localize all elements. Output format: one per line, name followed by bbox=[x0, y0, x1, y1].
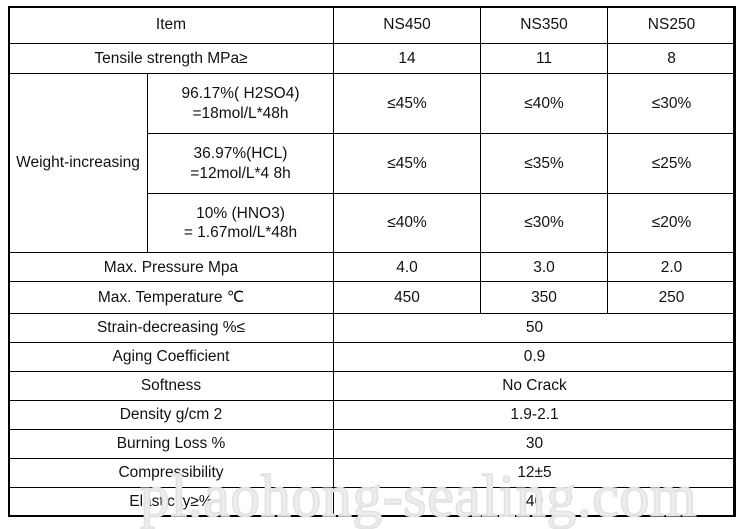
cell-hno3-ns250: ≤20% bbox=[607, 193, 736, 254]
table-row-max-temperature: Max. Temperature ℃ 450 350 250 bbox=[8, 281, 736, 314]
cell-hcl-ns450: ≤45% bbox=[333, 133, 481, 195]
cell-max-pressure-ns250: 2.0 bbox=[607, 252, 736, 283]
cell-hno3-ns350: ≤30% bbox=[480, 193, 608, 254]
row-label-strain-decreasing: Strain-decreasing %≤ bbox=[8, 312, 334, 343]
header-column-ns350: NS350 bbox=[480, 5, 608, 45]
cell-max-temperature-ns450: 450 bbox=[333, 281, 481, 314]
row-label-density: Density g/cm 2 bbox=[8, 399, 334, 430]
cell-tensile-strength-ns250: 8 bbox=[607, 43, 736, 75]
cell-burning-loss-value: 30 bbox=[333, 428, 736, 459]
cell-max-temperature-ns350: 350 bbox=[480, 281, 608, 314]
table-row-compressibility: Compressibility 12±5 bbox=[8, 457, 736, 488]
table-row-aging-coefficient: Aging Coefficient 0.9 bbox=[8, 341, 736, 372]
sub-row-label-hcl-line2: =12mol/L*4 8h bbox=[190, 164, 291, 182]
cell-aging-coefficient-value: 0.9 bbox=[333, 341, 736, 372]
row-label-max-pressure: Max. Pressure Mpa bbox=[8, 252, 334, 283]
table-row-softness: Softness No Crack bbox=[8, 370, 736, 401]
cell-compressibility-value: 12±5 bbox=[333, 457, 736, 488]
row-group-label-weight-increasing: Weight-increasing bbox=[8, 73, 148, 254]
sub-row-label-hno3-line2: = 1.67mol/L*48h bbox=[183, 224, 298, 242]
cell-max-pressure-ns350: 3.0 bbox=[480, 252, 608, 283]
row-label-tensile-strength: Tensile strength MPa≥ bbox=[8, 43, 334, 75]
cell-elasticity-value: 40 bbox=[333, 486, 736, 518]
table-header-row: Item NS450 NS350 NS250 bbox=[8, 5, 736, 45]
table-row-weight-increasing-h2so4: Weight-increasing 96.17%( H2SO4) =18mol/… bbox=[8, 73, 736, 254]
cell-softness-value: No Crack bbox=[333, 370, 736, 401]
table-row-weight-increasing-hcl: 36.97%(HCL) =12mol/L*4 8h ≤45% ≤35% ≤25% bbox=[9, 133, 736, 195]
cell-hcl-ns350: ≤35% bbox=[480, 133, 608, 195]
table-row-tensile-strength: Tensile strength MPa≥ 14 11 8 bbox=[8, 43, 736, 75]
table-row-strain-decreasing: Strain-decreasing %≤ 50 bbox=[8, 312, 736, 343]
table-row-burning-loss: Burning Loss % 30 bbox=[8, 428, 736, 459]
sub-row-label-hcl-line1: 36.97%(HCL) bbox=[193, 144, 288, 162]
sub-row-label-h2so4-line1: 96.17%( H2SO4) bbox=[181, 84, 300, 102]
cell-tensile-strength-ns350: 11 bbox=[480, 43, 608, 75]
specification-table: Item NS450 NS350 NS250 Tensile strength … bbox=[8, 5, 736, 518]
row-label-compressibility: Compressibility bbox=[8, 457, 334, 488]
cell-max-temperature-ns250: 250 bbox=[607, 281, 736, 314]
cell-h2so4-ns350: ≤40% bbox=[480, 73, 608, 135]
cell-h2so4-ns250: ≤30% bbox=[607, 73, 736, 135]
row-label-burning-loss: Burning Loss % bbox=[8, 428, 334, 459]
sub-row-label-h2so4: 96.17%( H2SO4) =18mol/L*48h bbox=[147, 73, 334, 135]
row-label-aging-coefficient: Aging Coefficient bbox=[8, 341, 334, 372]
row-label-elasticity: Elasticity≥% bbox=[8, 486, 334, 518]
header-column-ns250: NS250 bbox=[607, 5, 736, 45]
header-item-cell: Item bbox=[8, 5, 334, 45]
cell-hcl-ns250: ≤25% bbox=[607, 133, 736, 195]
cell-strain-decreasing-value: 50 bbox=[333, 312, 736, 343]
table-row-elasticity: Elasticity≥% 40 bbox=[8, 486, 736, 518]
cell-density-value: 1.9-2.1 bbox=[333, 399, 736, 430]
cell-hno3-ns450: ≤40% bbox=[333, 193, 481, 254]
row-label-softness: Softness bbox=[8, 370, 334, 401]
table-row-density: Density g/cm 2 1.9-2.1 bbox=[8, 399, 736, 430]
sub-row-label-hno3-line1: 10% (HNO3) bbox=[196, 204, 285, 222]
cell-h2so4-ns450: ≤45% bbox=[333, 73, 481, 135]
cell-tensile-strength-ns450: 14 bbox=[333, 43, 481, 75]
header-column-ns450: NS450 bbox=[333, 5, 481, 45]
row-label-max-temperature: Max. Temperature ℃ bbox=[8, 281, 334, 314]
sub-row-label-hno3: 10% (HNO3) = 1.67mol/L*48h bbox=[147, 193, 334, 254]
sub-row-label-h2so4-line2: =18mol/L*48h bbox=[192, 104, 289, 122]
table-row-weight-increasing-hno3: 10% (HNO3) = 1.67mol/L*48h ≤40% ≤30% ≤20… bbox=[9, 193, 736, 254]
cell-max-pressure-ns450: 4.0 bbox=[333, 252, 481, 283]
table-row-max-pressure: Max. Pressure Mpa 4.0 3.0 2.0 bbox=[8, 252, 736, 283]
sub-row-label-hcl: 36.97%(HCL) =12mol/L*4 8h bbox=[147, 133, 334, 195]
